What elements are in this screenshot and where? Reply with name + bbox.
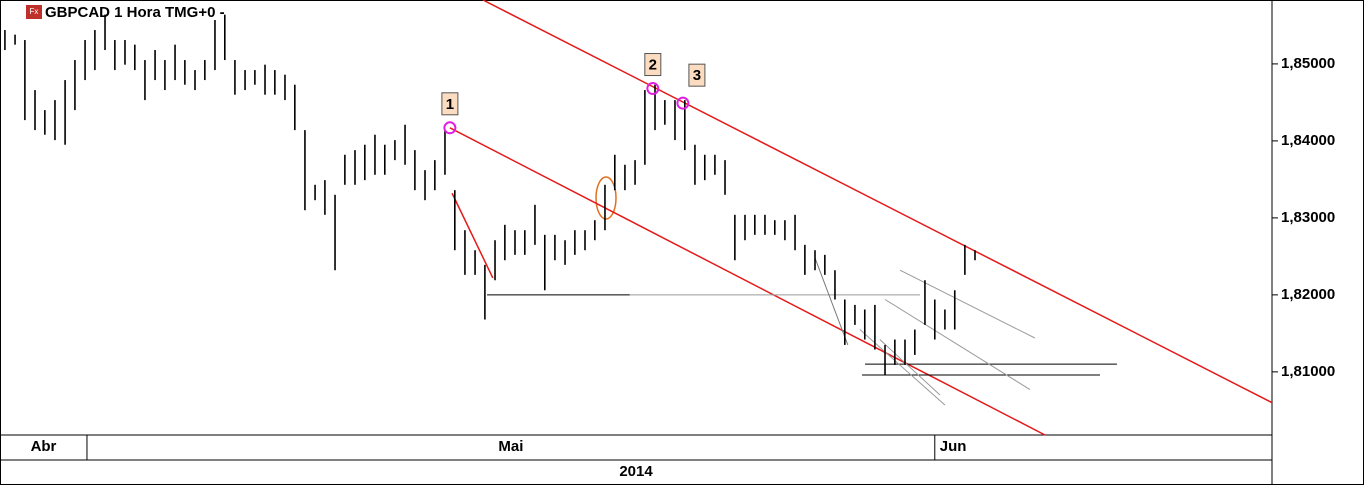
trend-line xyxy=(899,269,1036,339)
period-label: Jun xyxy=(940,438,967,455)
symbol-icon-text: Fx xyxy=(30,7,39,16)
trend-line xyxy=(879,339,941,396)
trend-line xyxy=(451,192,494,279)
y-tick-label: 1,84000 xyxy=(1281,132,1335,149)
annotation-label: 3 xyxy=(693,67,701,84)
y-tick-label: 1,82000 xyxy=(1281,286,1335,303)
annotation-box xyxy=(441,92,459,116)
highlight-ellipse xyxy=(595,176,617,220)
trend-line xyxy=(884,299,1031,390)
annotation-box xyxy=(644,53,662,77)
period-label: Mai xyxy=(498,438,523,455)
trend-line xyxy=(449,127,1046,436)
annotation-marker xyxy=(646,82,660,96)
y-tick-label: 1,81000 xyxy=(1281,363,1335,380)
trend-line xyxy=(859,329,946,406)
annotation-label: 1 xyxy=(446,96,454,113)
year-label: 2014 xyxy=(619,463,653,480)
annotation-marker xyxy=(443,121,457,135)
annotation-box xyxy=(688,63,706,87)
trend-line xyxy=(814,257,849,346)
symbol-icon xyxy=(26,5,42,19)
y-tick-label: 1,83000 xyxy=(1281,209,1335,226)
annotation-label: 2 xyxy=(649,57,657,74)
annotation-marker xyxy=(676,96,690,110)
y-tick-label: 1,85000 xyxy=(1281,55,1335,72)
trend-line xyxy=(482,0,1273,404)
period-label: Abr xyxy=(31,438,57,455)
chart-title: GBPCAD 1 Hora TMG+0 - xyxy=(45,4,225,21)
